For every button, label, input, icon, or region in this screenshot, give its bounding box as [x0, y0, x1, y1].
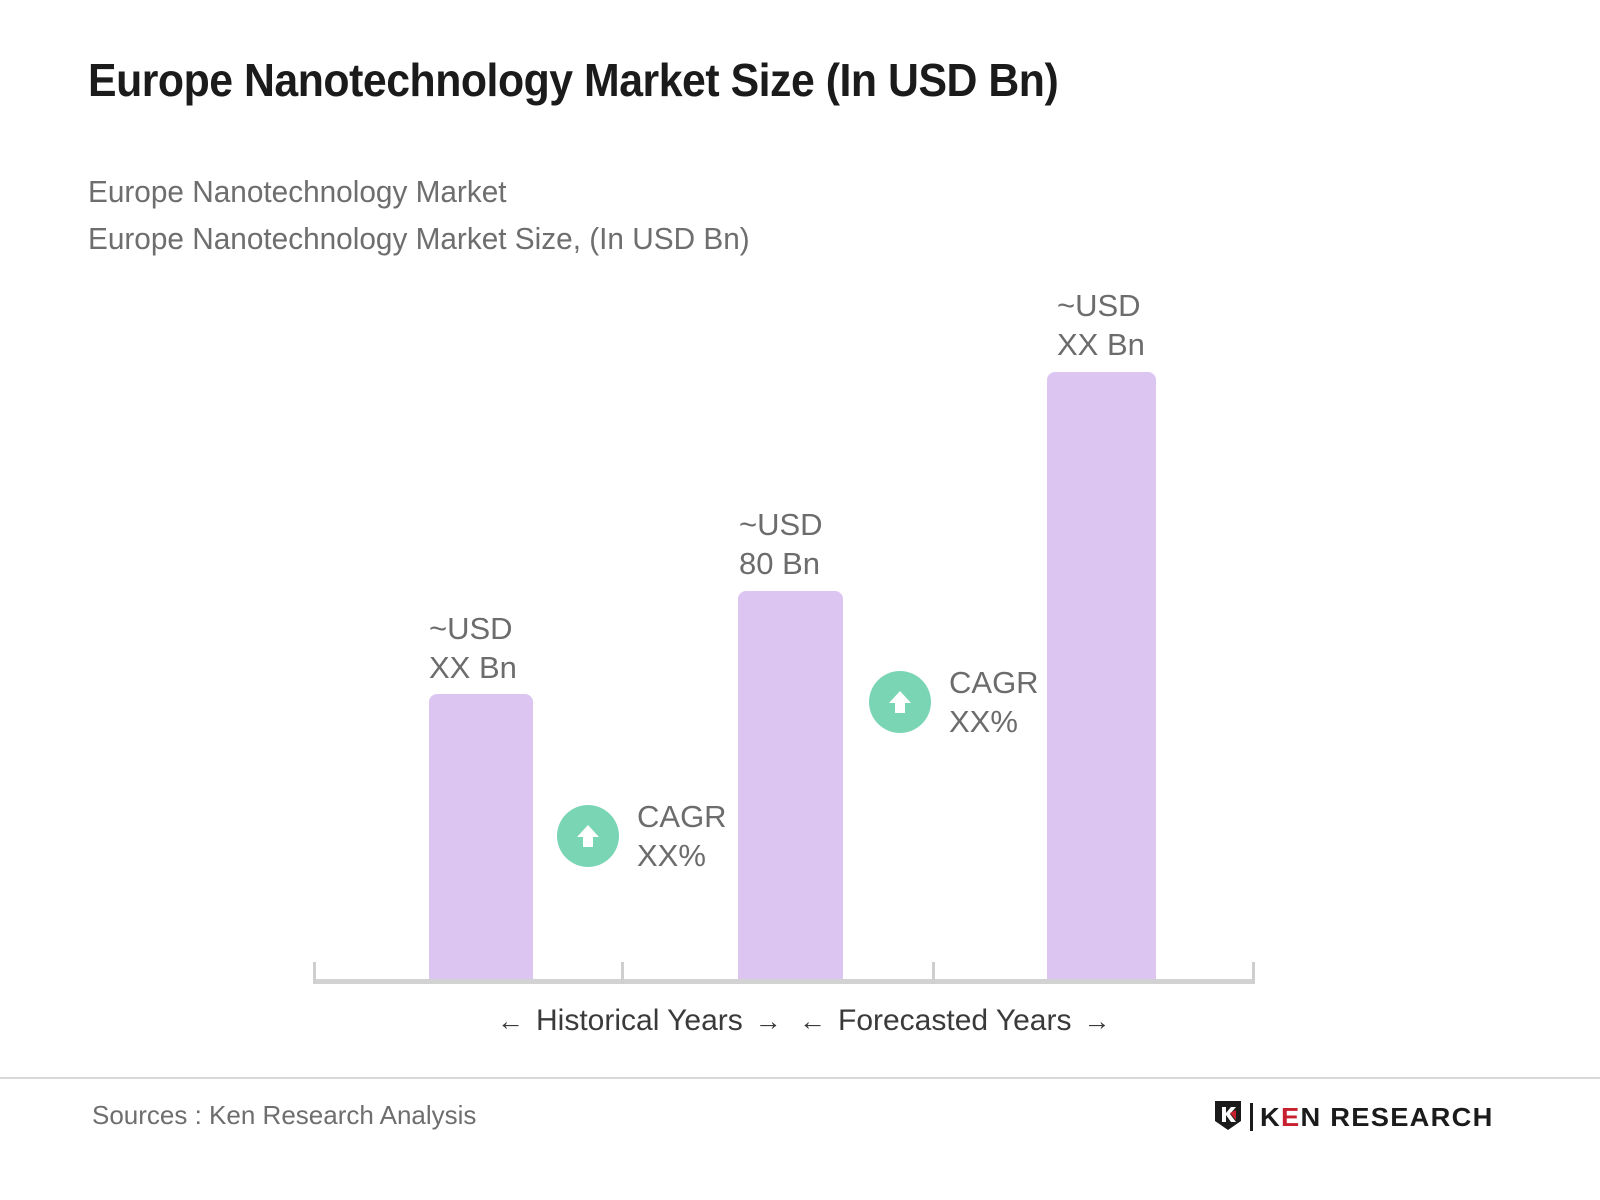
cagr-badge-1-text: CAGR XX% — [637, 799, 727, 873]
chart-subtitle-line-2: Europe Nanotechnology Market Size, (In U… — [88, 221, 750, 256]
x-axis-line — [313, 979, 1255, 984]
axis-label-historical-years-text: Historical Years — [536, 1004, 743, 1037]
ken-research-wordmark: KEN RESEARCH — [1260, 1102, 1494, 1133]
up-arrow-icon — [869, 671, 931, 733]
bar-2[interactable] — [738, 591, 843, 979]
axis-tick-start — [313, 962, 316, 984]
sources-text: Sources : Ken Research Analysis — [92, 1100, 477, 1130]
right-arrow-icon: → — [1083, 1005, 1111, 1036]
left-arrow-icon: ← — [497, 1005, 524, 1036]
logo-word-k: K — [1259, 1101, 1281, 1132]
logo-divider — [1249, 1103, 1253, 1131]
logo-word-e: E — [1280, 1101, 1301, 1132]
axis-label-forecasted-years: ← Forecasted Years → — [799, 1004, 1110, 1038]
axis-tick-end — [1252, 962, 1255, 984]
logo-word-rest: N RESEARCH — [1300, 1101, 1494, 1132]
bar-1[interactable] — [429, 694, 533, 979]
left-arrow-icon: ← — [799, 1005, 826, 1036]
axis-label-historical-years: ← Historical Years → — [497, 1004, 782, 1038]
axis-label-forecasted-years-text: Forecasted Years — [838, 1004, 1072, 1037]
chart-subtitle: Europe Nanotechnology Market Europe Nano… — [88, 168, 750, 262]
bar-value-label-2: ~USD 80 Bn — [739, 507, 823, 581]
bar-value-label-3: ~USD XX Bn — [1057, 288, 1145, 362]
bar-value-label-1: ~USD XX Bn — [429, 611, 517, 685]
axis-tick-1 — [621, 962, 624, 984]
chart-subtitle-line-1: Europe Nanotechnology Market — [88, 174, 507, 209]
ken-research-logo: KEN RESEARCH — [1213, 1099, 1492, 1136]
cagr-badge-2[interactable]: CAGR XX% — [869, 663, 1039, 741]
cagr-badge-1[interactable]: CAGR XX% — [557, 797, 727, 875]
bar-3[interactable] — [1047, 372, 1156, 979]
axis-tick-2 — [932, 962, 935, 984]
up-arrow-icon — [557, 805, 619, 867]
ken-research-logo-mark — [1213, 1099, 1243, 1136]
footer-divider — [0, 1077, 1600, 1079]
page-title: Europe Nanotechnology Market Size (In US… — [88, 54, 1059, 106]
right-arrow-icon: → — [754, 1005, 782, 1036]
cagr-badge-2-text: CAGR XX% — [949, 665, 1039, 739]
